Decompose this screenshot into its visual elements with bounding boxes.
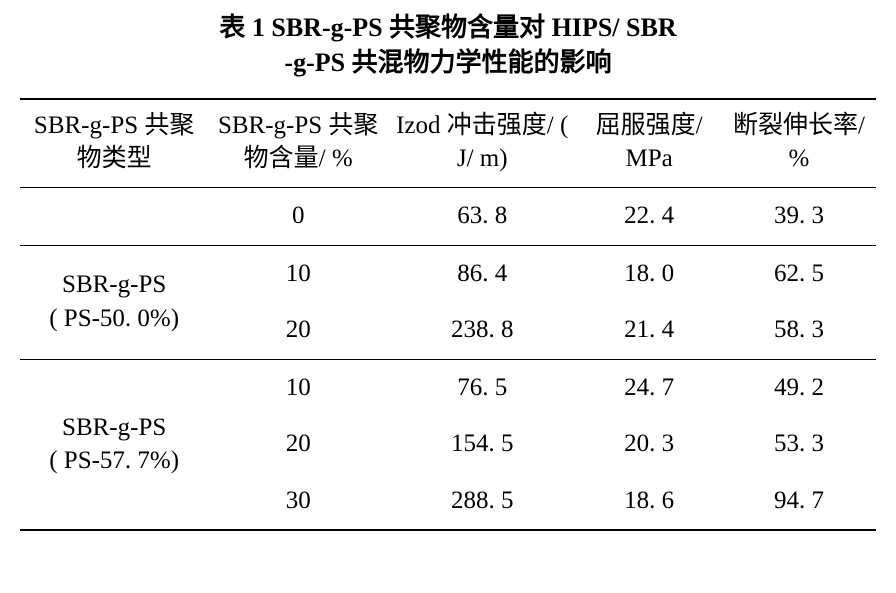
table-row: SBR-g-PS ( PS-50. 0%) 10 86. 4 18. 0 62.… [20, 245, 876, 302]
cell-izod: 76. 5 [388, 359, 576, 416]
group-label-ps50: SBR-g-PS ( PS-50. 0%) [20, 245, 208, 359]
cell-elong: 62. 5 [722, 245, 876, 302]
cell-yield: 18. 6 [576, 473, 722, 531]
cell-izod: 288. 5 [388, 473, 576, 531]
group-label-ps57: SBR-g-PS ( PS-57. 7%) [20, 359, 208, 530]
cell-content: 20 [208, 416, 388, 473]
col-header-type: SBR-g-PS 共聚物类型 [20, 99, 208, 188]
cell-content: 10 [208, 245, 388, 302]
title-line-1: 表 1 SBR-g-PS 共聚物含量对 HIPS/ SBR [20, 10, 876, 45]
table-row: 0 63. 8 22. 4 39. 3 [20, 188, 876, 246]
cell-elong: 58. 3 [722, 302, 876, 359]
col-header-elong: 断裂伸长率/ % [722, 99, 876, 188]
cell-elong: 94. 7 [722, 473, 876, 531]
group-label-line2: ( PS-57. 7%) [49, 447, 179, 474]
header-row: SBR-g-PS 共聚物类型 SBR-g-PS 共聚物含量/ % Izod 冲击… [20, 99, 876, 188]
cell-elong: 39. 3 [722, 188, 876, 246]
cell-content: 10 [208, 359, 388, 416]
col-header-yield: 屈服强度/ MPa [576, 99, 722, 188]
cell-yield: 22. 4 [576, 188, 722, 246]
cell-content: 20 [208, 302, 388, 359]
cell-content: 30 [208, 473, 388, 531]
cell-izod: 154. 5 [388, 416, 576, 473]
cell-elong: 49. 2 [722, 359, 876, 416]
cell-yield: 21. 4 [576, 302, 722, 359]
col-header-izod: Izod 冲击强度/ ( J/ m) [388, 99, 576, 188]
col-header-content: SBR-g-PS 共聚物含量/ % [208, 99, 388, 188]
cell-yield: 18. 0 [576, 245, 722, 302]
group-label-blank [20, 188, 208, 246]
table-title: 表 1 SBR-g-PS 共聚物含量对 HIPS/ SBR -g-PS 共混物力… [20, 10, 876, 80]
cell-izod: 86. 4 [388, 245, 576, 302]
cell-content: 0 [208, 188, 388, 246]
table-row: SBR-g-PS ( PS-57. 7%) 10 76. 5 24. 7 49.… [20, 359, 876, 416]
cell-izod: 63. 8 [388, 188, 576, 246]
title-line-2: -g-PS 共混物力学性能的影响 [20, 45, 876, 80]
cell-elong: 53. 3 [722, 416, 876, 473]
cell-izod: 238. 8 [388, 302, 576, 359]
group-label-line2: ( PS-50. 0%) [49, 305, 179, 332]
group-label-line1: SBR-g-PS [62, 271, 166, 298]
group-label-line1: SBR-g-PS [62, 414, 166, 441]
cell-yield: 24. 7 [576, 359, 722, 416]
data-table: SBR-g-PS 共聚物类型 SBR-g-PS 共聚物含量/ % Izod 冲击… [20, 98, 876, 531]
cell-yield: 20. 3 [576, 416, 722, 473]
